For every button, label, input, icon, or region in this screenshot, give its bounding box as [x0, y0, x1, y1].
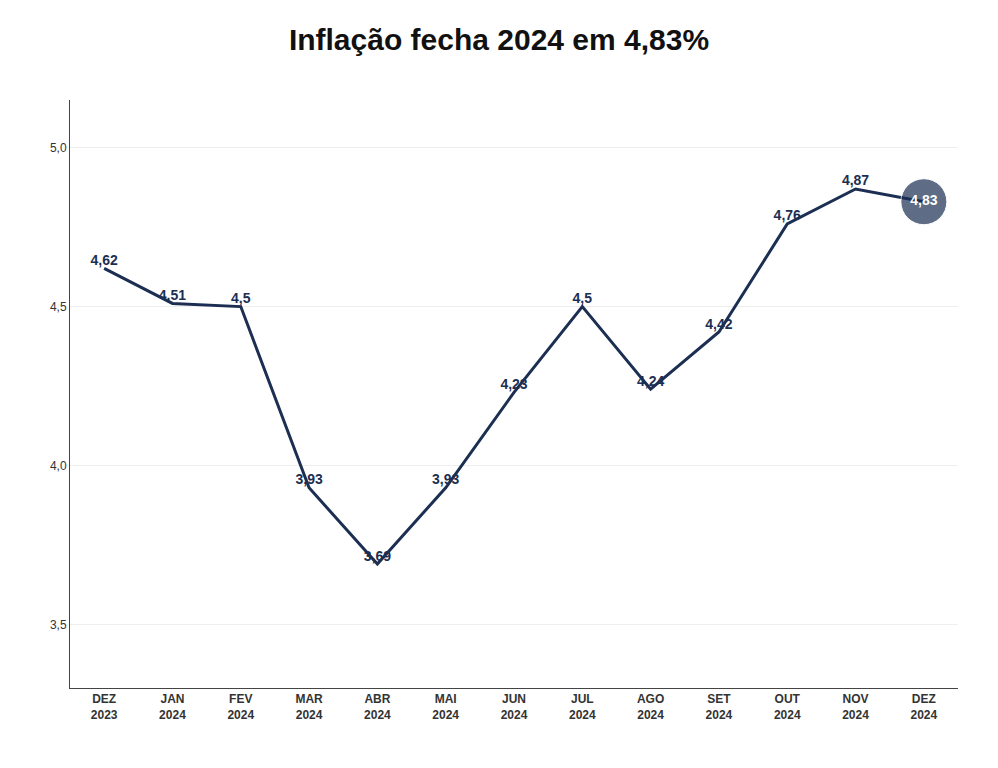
svg-text:4,51: 4,51	[159, 287, 186, 303]
svg-text:3,93: 3,93	[432, 471, 459, 487]
svg-text:4,5: 4,5	[573, 290, 593, 306]
svg-text:3,5: 3,5	[50, 618, 67, 632]
svg-text:4,83: 4,83	[910, 192, 937, 208]
svg-text:4,5: 4,5	[231, 290, 251, 306]
svg-text:4,24: 4,24	[637, 373, 664, 389]
svg-text:NOV2024: NOV2024	[842, 692, 869, 722]
svg-text:4,42: 4,42	[705, 316, 732, 332]
svg-text:AGO2024: AGO2024	[637, 692, 664, 722]
svg-text:JAN2024: JAN2024	[159, 692, 186, 722]
svg-text:JUL2024: JUL2024	[569, 692, 596, 722]
svg-text:ABR2024: ABR2024	[364, 692, 391, 722]
svg-text:4,87: 4,87	[842, 172, 869, 188]
svg-text:4,23: 4,23	[500, 376, 527, 392]
svg-text:OUT2024: OUT2024	[774, 692, 801, 722]
svg-text:MAR2024: MAR2024	[295, 692, 323, 722]
svg-text:5,0: 5,0	[50, 141, 67, 155]
svg-text:Inflação fecha 2024 em 4,83%: Inflação fecha 2024 em 4,83%	[289, 23, 709, 56]
svg-text:3,93: 3,93	[295, 471, 322, 487]
svg-text:FEV2024: FEV2024	[227, 692, 254, 722]
svg-text:4,0: 4,0	[50, 459, 67, 473]
svg-text:4,62: 4,62	[91, 252, 118, 268]
svg-text:3,69: 3,69	[364, 548, 391, 564]
svg-text:4,76: 4,76	[774, 207, 801, 223]
svg-text:SET2024: SET2024	[706, 692, 733, 722]
svg-text:MAI2024: MAI2024	[432, 692, 459, 722]
svg-text:DEZ2024: DEZ2024	[910, 692, 937, 722]
svg-text:JUN2024: JUN2024	[501, 692, 528, 722]
svg-text:4,5: 4,5	[50, 300, 67, 314]
svg-text:DEZ2023: DEZ2023	[91, 692, 118, 722]
